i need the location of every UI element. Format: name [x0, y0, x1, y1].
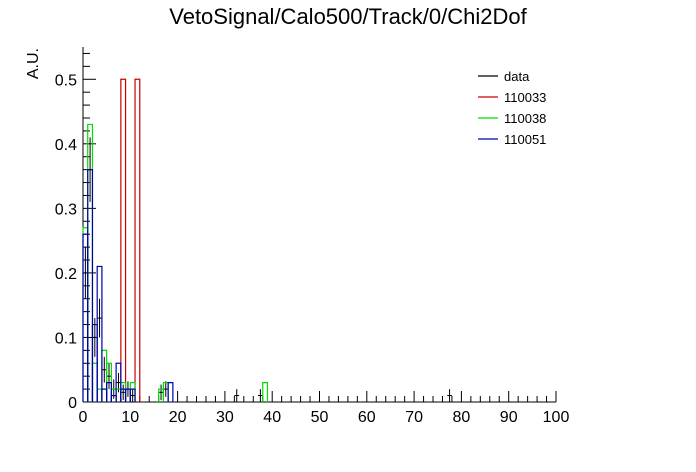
data-point: [258, 389, 263, 402]
y-tick-label: 0.2: [55, 266, 77, 283]
data-point: [97, 298, 102, 338]
histogram-bin-110051: [106, 382, 112, 402]
histogram-bin-110033: [120, 78, 127, 402]
histogram-bin-110051: [167, 382, 174, 402]
legend-label: 110038: [504, 111, 546, 126]
legend-label: 110051: [504, 132, 546, 147]
data-point: [158, 384, 164, 401]
x-tick-label: 10: [121, 409, 139, 426]
x-tick-label: 60: [358, 409, 376, 426]
data-point: [106, 363, 112, 390]
x-tick-label: 40: [263, 409, 281, 426]
chart-title: VetoSignal/Calo500/Track/0/Chi2Dof: [169, 4, 527, 29]
y-tick-label: 0.3: [55, 201, 77, 218]
data-point: [447, 389, 452, 402]
x-tick-label: 30: [216, 409, 234, 426]
histogram-bin-110051: [129, 388, 136, 402]
y-tick-label: 0.1: [55, 330, 77, 347]
x-tick-label: 100: [543, 409, 570, 426]
histogram-bin-110051: [87, 169, 94, 402]
legend: data 110033 110038 110051: [478, 69, 546, 147]
data-point: [120, 384, 126, 401]
data-point: [163, 381, 169, 397]
data-point: [234, 389, 240, 402]
histogram-bin-110051: [96, 265, 103, 402]
x-tick-label: 0: [79, 409, 88, 426]
legend-label: 110033: [504, 90, 546, 105]
x-tick-label: 80: [453, 409, 471, 426]
data-point: [83, 247, 88, 299]
y-tick-label: 0: [68, 395, 77, 412]
x-tick-label: 90: [500, 409, 518, 426]
data-point: [101, 356, 107, 383]
histogram-bin-110033: [134, 78, 141, 402]
x-tick-label: 50: [311, 409, 329, 426]
legend-label: data: [504, 69, 530, 84]
x-tick-label: 70: [405, 409, 423, 426]
y-tick-label: 0.5: [55, 72, 77, 89]
y-tick-label: 0.4: [55, 137, 77, 154]
plot-area: 0 10 20 30 40 50 60 70 80 90 100 0 0.1 0.2 0.3 0.4 0.5: [55, 47, 570, 426]
histogram-bin-110051: [115, 362, 122, 402]
x-tick-label: 20: [169, 409, 187, 426]
data-point: [130, 389, 136, 402]
y-axis-title: A.U.: [25, 48, 42, 79]
histogram-bin-110038: [262, 382, 269, 402]
